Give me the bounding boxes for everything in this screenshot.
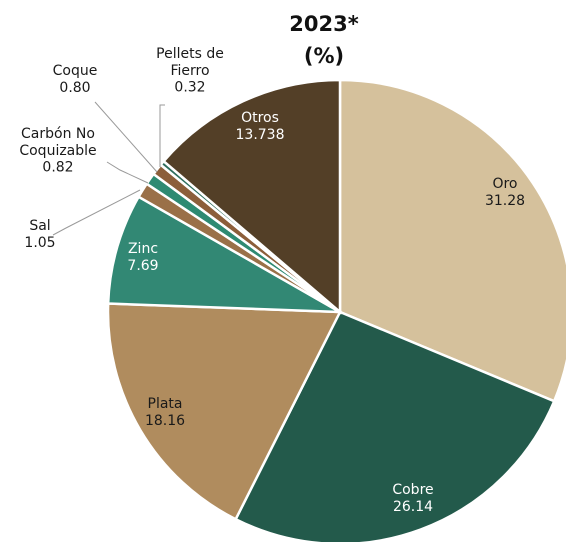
slice-value: 0.32 bbox=[174, 80, 205, 96]
slice-name: Otros bbox=[241, 110, 279, 126]
slice-label: Carbón No Coquizable 0.82 bbox=[19, 126, 96, 176]
slice-value: 13.738 bbox=[236, 127, 285, 143]
slice-value: 7.69 bbox=[127, 258, 158, 274]
slice-label: Oro 31.28 bbox=[485, 176, 525, 209]
pie-slice-oro bbox=[338, 78, 566, 403]
slice-label: Sal 1.05 bbox=[24, 218, 55, 251]
slice-label: Zinc 7.69 bbox=[127, 241, 158, 274]
slice-value: 31.28 bbox=[485, 193, 525, 209]
slice-label: Cobre 26.14 bbox=[392, 482, 433, 515]
slice-name: Plata bbox=[148, 396, 183, 412]
pie-slice-plata bbox=[106, 302, 342, 521]
slice-value: 0.80 bbox=[59, 80, 90, 96]
leader-line bbox=[106, 161, 149, 184]
slice-label: Otros 13.738 bbox=[236, 110, 285, 143]
pie-slice-otros bbox=[161, 78, 342, 315]
chart-title: 2023* bbox=[289, 12, 358, 36]
leader-line bbox=[159, 104, 165, 167]
chart-subtitle: (%) bbox=[304, 44, 344, 68]
slice-value: 1.05 bbox=[24, 235, 55, 251]
slice-name: Pellets de bbox=[156, 46, 224, 62]
slice-name: Carbón No bbox=[21, 126, 95, 142]
slice-label: Coque 0.80 bbox=[53, 63, 98, 96]
leader-line bbox=[94, 101, 158, 173]
slice-name: Sal bbox=[29, 218, 50, 234]
slice-name: Coquizable bbox=[19, 143, 96, 159]
slice-value: 26.14 bbox=[393, 499, 433, 515]
pie-slices bbox=[106, 78, 566, 542]
leader-lines bbox=[52, 101, 165, 236]
slice-name: Oro bbox=[492, 176, 517, 192]
slice-name: Fierro bbox=[170, 63, 209, 79]
leader-line bbox=[52, 189, 141, 236]
slice-label: Pellets de Fierro 0.32 bbox=[156, 46, 224, 96]
pie-slice-cobre bbox=[234, 310, 556, 542]
slice-value: 18.16 bbox=[145, 413, 185, 429]
slice-name: Coque bbox=[53, 63, 98, 79]
slice-value: 0.82 bbox=[42, 160, 73, 176]
pie-slice-zinc bbox=[106, 195, 341, 314]
slice-label: Plata 18.16 bbox=[145, 396, 185, 429]
slice-name: Zinc bbox=[128, 241, 158, 257]
slice-name: Cobre bbox=[392, 482, 433, 498]
